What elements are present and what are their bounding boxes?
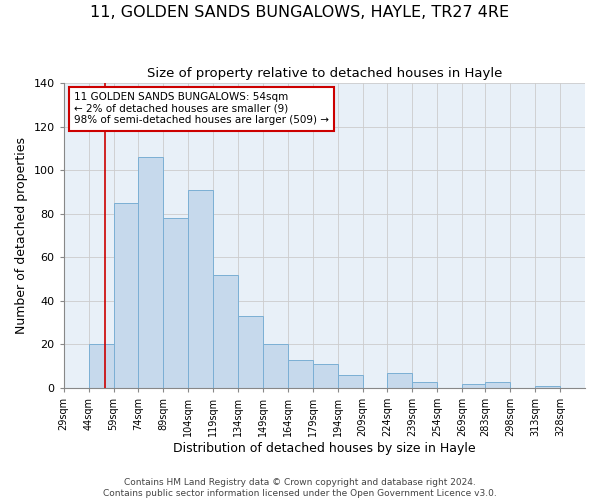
Bar	[163, 218, 188, 388]
Bar	[462, 384, 487, 388]
Y-axis label: Number of detached properties: Number of detached properties	[15, 137, 28, 334]
Bar	[188, 190, 213, 388]
Bar	[412, 382, 437, 388]
Bar	[313, 364, 338, 388]
Text: Contains HM Land Registry data © Crown copyright and database right 2024.
Contai: Contains HM Land Registry data © Crown c…	[103, 478, 497, 498]
Bar	[288, 360, 313, 388]
Bar	[263, 344, 288, 388]
Bar	[535, 386, 560, 388]
Title: Size of property relative to detached houses in Hayle: Size of property relative to detached ho…	[146, 68, 502, 80]
Text: 11 GOLDEN SANDS BUNGALOWS: 54sqm
← 2% of detached houses are smaller (9)
98% of : 11 GOLDEN SANDS BUNGALOWS: 54sqm ← 2% of…	[74, 92, 329, 126]
X-axis label: Distribution of detached houses by size in Hayle: Distribution of detached houses by size …	[173, 442, 476, 455]
Bar	[338, 375, 362, 388]
Bar	[485, 382, 510, 388]
Bar	[113, 203, 139, 388]
Bar	[238, 316, 263, 388]
Bar	[139, 157, 163, 388]
Text: 11, GOLDEN SANDS BUNGALOWS, HAYLE, TR27 4RE: 11, GOLDEN SANDS BUNGALOWS, HAYLE, TR27 …	[91, 5, 509, 20]
Bar	[388, 373, 412, 388]
Bar	[213, 275, 238, 388]
Bar	[89, 344, 113, 388]
